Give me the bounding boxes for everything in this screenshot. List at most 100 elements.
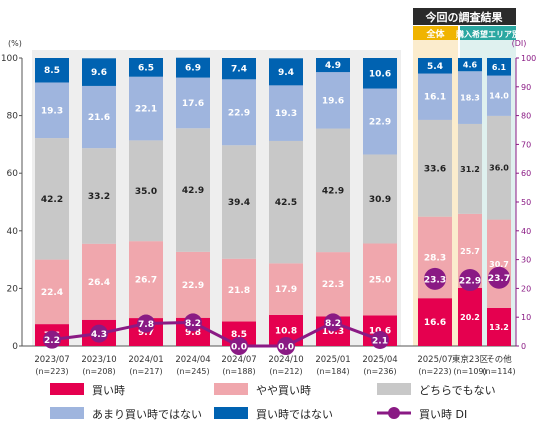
- data-label: 42.9: [322, 186, 344, 196]
- left-tick-label: 20: [7, 284, 19, 294]
- category-label: 2024/01: [128, 355, 163, 365]
- data-label: 6.1: [492, 63, 507, 72]
- data-label: 22.3: [322, 280, 344, 290]
- data-label: 21.6: [88, 113, 110, 123]
- left-tick-label: 0: [12, 342, 18, 352]
- di-label: 4.3: [91, 330, 107, 340]
- bar-segment: [316, 58, 350, 73]
- right-axis-unit: (DI): [512, 39, 527, 48]
- right-tick-label: 0: [521, 342, 526, 351]
- category-n-label: (n=236): [363, 367, 396, 376]
- category-n-label: (n=223): [418, 367, 451, 376]
- di-point: [137, 314, 155, 333]
- area-tag-label: 購入希望エリア別: [455, 29, 520, 39]
- bar-segment: [458, 123, 482, 214]
- bar-segment: [82, 148, 116, 244]
- bar-segment: [316, 128, 350, 253]
- bar-segment: [129, 241, 163, 319]
- data-label: 16.6: [424, 318, 446, 328]
- right-tick-label: 100: [521, 54, 536, 63]
- data-label: 18.3: [460, 94, 480, 103]
- bar-segment: [487, 115, 511, 220]
- bar-segment: [269, 263, 303, 315]
- data-label: 5.4: [427, 62, 443, 72]
- bar-segment: [222, 145, 256, 259]
- data-label: 7.4: [231, 65, 247, 75]
- data-label: 17.6: [182, 99, 204, 109]
- data-label: 9.7: [138, 328, 154, 338]
- category-n-label: (n=184): [316, 367, 349, 376]
- bar-segment: [418, 119, 452, 217]
- bar-segment: [316, 72, 350, 129]
- survey-header-box: [413, 8, 516, 25]
- bar-segment: [363, 243, 397, 316]
- legend-label: 買い時 DI: [419, 408, 467, 421]
- bar-segment: [487, 58, 511, 76]
- data-label: 9.8: [185, 328, 201, 338]
- bar-segment: [418, 298, 452, 346]
- bar-segment: [458, 58, 482, 72]
- bar-segment: [418, 58, 452, 74]
- bar-segment: [487, 219, 511, 308]
- bar-segment: [222, 79, 256, 146]
- di-point: [488, 266, 510, 289]
- category-n-label: (n=245): [176, 367, 209, 376]
- bar-segment: [176, 57, 210, 78]
- category-label: 2024/04: [175, 355, 210, 365]
- data-label: 8.5: [44, 66, 60, 76]
- data-label: 13.2: [489, 323, 509, 332]
- di-point: [90, 324, 108, 343]
- area-tag-box: [460, 26, 516, 40]
- left-tick-label: 100: [1, 54, 18, 64]
- di-point: [43, 330, 61, 349]
- bar-segment: [222, 258, 256, 322]
- data-label: 4.9: [325, 61, 341, 71]
- di-label: 23.3: [424, 275, 446, 285]
- bar-segment: [458, 287, 482, 346]
- data-label: 35.0: [135, 187, 157, 197]
- di-point: [184, 313, 202, 332]
- di-label: 7.8: [138, 320, 154, 330]
- data-label: 31.2: [460, 165, 480, 174]
- bar-segment: [269, 58, 303, 86]
- bar-segment: [363, 88, 397, 155]
- survey-header-label: 今回の調査結果: [425, 10, 503, 24]
- data-label: 42.9: [182, 186, 204, 196]
- right-tick-label: 10: [521, 313, 531, 322]
- legend-swatch: [214, 407, 248, 419]
- data-label: 28.3: [424, 253, 446, 263]
- category-n-label: (n=217): [129, 367, 162, 376]
- data-label: 6.5: [138, 63, 154, 73]
- category-label: 2023/07: [34, 355, 69, 365]
- di-point: [459, 269, 481, 292]
- category-label: その他: [486, 354, 512, 365]
- data-label: 19.6: [322, 96, 344, 106]
- category-n-label: (n=114): [482, 367, 515, 376]
- data-label: 16.1: [424, 93, 446, 103]
- di-point: [324, 313, 342, 332]
- bar-segment: [35, 58, 69, 83]
- category-n-label: (n=188): [222, 367, 255, 376]
- category-n-label: (n=223): [35, 367, 68, 376]
- right-tick-label: 70: [521, 140, 531, 149]
- data-label: 25.7: [460, 247, 480, 256]
- category-n-label: (n=109): [453, 367, 486, 376]
- legend-swatch: [377, 383, 411, 395]
- data-label: 22.9: [369, 118, 391, 128]
- bar-segment: [129, 76, 163, 141]
- bar-segment: [82, 58, 116, 86]
- category-label: 2024/07: [221, 355, 256, 365]
- category-label: 2024/10: [268, 355, 303, 365]
- legend-swatch: [50, 407, 84, 419]
- left-axis-unit: (%): [8, 39, 22, 48]
- right-tick-label: 80: [521, 112, 531, 121]
- data-label: 20.2: [460, 313, 480, 322]
- right-tick-label: 90: [521, 83, 531, 92]
- data-label: 9.6: [91, 68, 107, 78]
- data-label: 36.0: [489, 164, 509, 173]
- bar-segment: [176, 128, 210, 252]
- di-point: [371, 330, 389, 349]
- data-label: 10.8: [275, 326, 297, 336]
- bar-segment: [418, 73, 452, 120]
